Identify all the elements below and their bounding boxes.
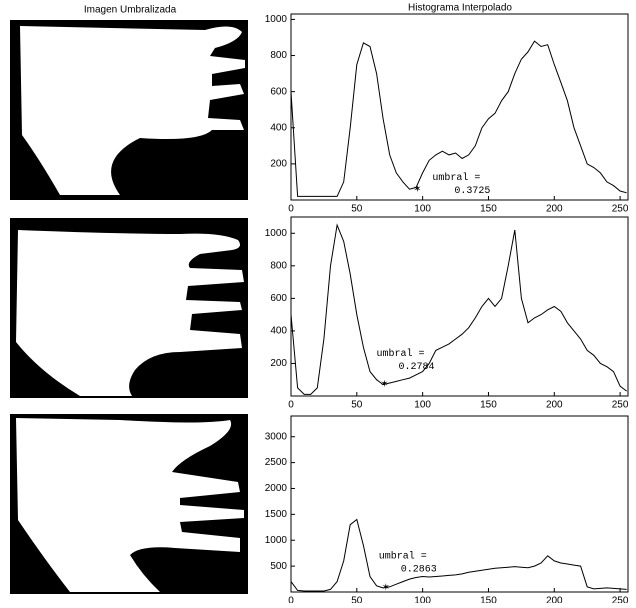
y-tick-label: 500 (270, 561, 287, 572)
threshold-marker: ✶ (382, 582, 390, 593)
y-tick-label: 200 (270, 358, 287, 369)
x-tick-label: 150 (480, 400, 497, 411)
y-tick-label: 2500 (265, 457, 288, 468)
x-tick-label: 250 (612, 596, 629, 603)
annotation: 0.3725 (454, 186, 490, 197)
y-tick-label: 800 (270, 260, 287, 271)
annotation: umbral = (379, 550, 427, 562)
y-tick-label: 400 (270, 122, 287, 133)
x-tick-label: 50 (351, 596, 363, 603)
thresholded-image (10, 20, 248, 200)
column-title: Imagen Umbralizada (84, 5, 177, 16)
histogram-line (290, 518, 627, 592)
x-tick-label: 100 (414, 204, 431, 215)
y-tick-label: 1000 (265, 14, 288, 25)
column-title: Histograma Interpolado (408, 3, 512, 14)
x-tick-label: 50 (351, 204, 363, 215)
y-tick-label: 2000 (265, 483, 288, 494)
y-tick-label: 1500 (265, 509, 288, 520)
y-tick-label: 600 (270, 293, 287, 304)
thresholded-image (10, 414, 248, 594)
threshold-marker: ✶ (380, 379, 388, 390)
x-tick-label: 150 (480, 596, 497, 603)
x-tick-label: 200 (546, 596, 563, 603)
annotation: 0.2784 (398, 362, 434, 373)
threshold-marker: ✶ (413, 184, 421, 195)
x-tick-label: 100 (414, 400, 431, 411)
y-tick-label: 3000 (265, 431, 288, 442)
y-tick-label: 800 (270, 50, 287, 61)
x-tick-label: 100 (414, 596, 431, 603)
annotation: umbral = (376, 348, 424, 360)
x-tick-label: 200 (546, 400, 563, 411)
x-tick-label: 50 (351, 400, 363, 411)
histogram-line (290, 223, 627, 395)
y-tick-label: 1000 (265, 535, 288, 546)
x-tick-label: 0 (288, 204, 294, 215)
y-tick-label: 400 (270, 326, 287, 337)
y-tick-label: 200 (270, 159, 287, 170)
plot-frame (290, 415, 629, 593)
x-tick-label: 250 (612, 400, 629, 411)
annotation: umbral = (432, 172, 480, 184)
x-tick-label: 0 (288, 596, 294, 603)
thresholded-image (10, 218, 248, 398)
y-tick-label: 1000 (265, 228, 288, 239)
plot-frame (290, 216, 629, 397)
plot-frame (290, 13, 629, 201)
x-tick-label: 200 (546, 204, 563, 215)
x-tick-label: 0 (288, 400, 294, 411)
y-tick-label: 600 (270, 86, 287, 97)
x-tick-label: 250 (612, 204, 629, 215)
annotation: 0.2863 (401, 564, 437, 575)
histogram-line (290, 40, 627, 197)
x-tick-label: 150 (480, 204, 497, 215)
